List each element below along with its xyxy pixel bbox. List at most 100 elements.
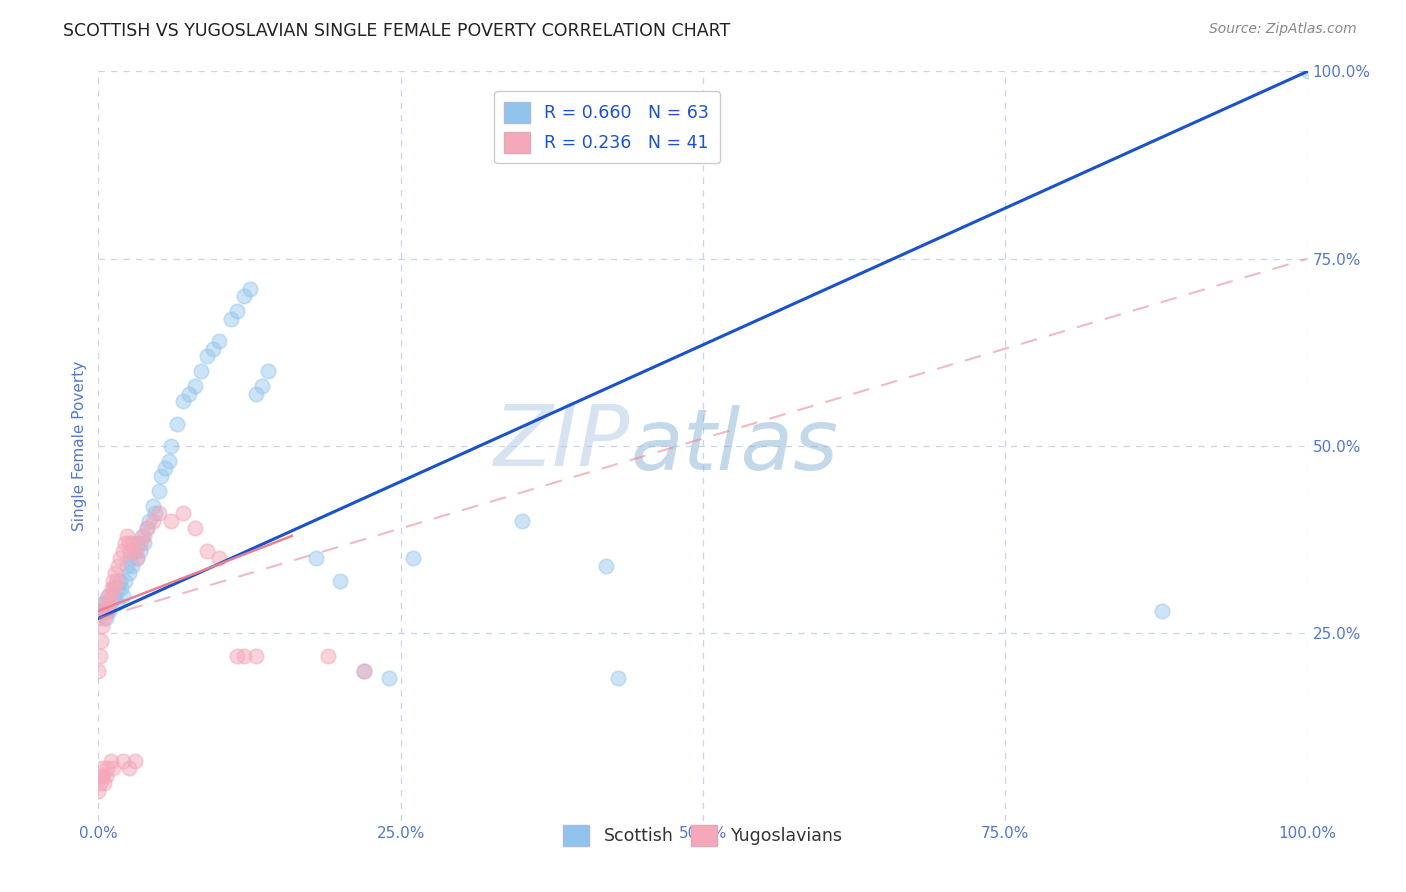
Point <box>179 386 201 401</box>
Point <box>250 379 273 393</box>
Point <box>134 529 156 543</box>
Point <box>91 619 114 633</box>
Y-axis label: Single Female Poverty: Single Female Poverty <box>72 361 87 531</box>
Point <box>256 364 278 378</box>
Point <box>118 761 141 775</box>
Point <box>226 304 249 318</box>
Point <box>232 289 254 303</box>
Point <box>166 417 188 431</box>
Point <box>111 754 134 768</box>
Text: Source: ZipAtlas.com: Source: ZipAtlas.com <box>1209 22 1357 37</box>
Point <box>97 589 120 603</box>
Point <box>510 514 533 528</box>
Point <box>353 664 375 678</box>
Point <box>190 364 212 378</box>
Point <box>117 529 139 543</box>
Point <box>100 596 122 610</box>
Point <box>108 574 131 588</box>
Point <box>103 582 125 596</box>
Point <box>111 589 134 603</box>
Point <box>226 648 249 663</box>
Point <box>202 342 225 356</box>
Point <box>129 536 152 550</box>
Point <box>148 507 170 521</box>
Point <box>595 558 617 573</box>
Point <box>98 596 121 610</box>
Point <box>138 514 160 528</box>
Text: atlas: atlas <box>630 404 838 488</box>
Point <box>316 648 339 663</box>
Point <box>1296 64 1319 78</box>
Legend: Scottish, Yugoslavians: Scottish, Yugoslavians <box>557 818 849 853</box>
Point <box>124 544 146 558</box>
Point <box>195 349 218 363</box>
Point <box>100 589 122 603</box>
Point <box>172 394 194 409</box>
Point <box>221 311 243 326</box>
Point <box>108 551 131 566</box>
Point <box>117 558 139 573</box>
Point <box>104 566 127 581</box>
Point <box>93 596 115 610</box>
Point <box>153 461 176 475</box>
Point <box>89 776 111 790</box>
Point <box>160 514 183 528</box>
Point <box>101 574 124 588</box>
Text: SCOTTISH VS YUGOSLAVIAN SINGLE FEMALE POVERTY CORRELATION CHART: SCOTTISH VS YUGOSLAVIAN SINGLE FEMALE PO… <box>63 22 731 40</box>
Point <box>135 521 157 535</box>
Point <box>232 648 254 663</box>
Point <box>208 551 231 566</box>
Point <box>208 334 231 348</box>
Point <box>97 589 120 603</box>
Point <box>131 529 153 543</box>
Point <box>107 582 129 596</box>
Point <box>245 648 267 663</box>
Point <box>111 544 134 558</box>
Point <box>91 769 114 783</box>
Point <box>353 664 375 678</box>
Point <box>150 469 173 483</box>
Point <box>94 611 117 625</box>
Point <box>87 611 110 625</box>
Point <box>96 604 118 618</box>
Point <box>134 536 156 550</box>
Point <box>94 596 117 610</box>
Point <box>143 507 166 521</box>
Point <box>184 379 207 393</box>
Point <box>93 611 115 625</box>
Point <box>94 769 117 783</box>
Point <box>184 521 207 535</box>
Point <box>91 596 114 610</box>
Point <box>96 604 118 618</box>
Point <box>157 454 180 468</box>
Point <box>142 499 165 513</box>
Point <box>329 574 352 588</box>
Point <box>127 551 149 566</box>
Point <box>89 648 111 663</box>
Point <box>96 761 118 775</box>
Point <box>101 761 124 775</box>
Point <box>105 574 128 588</box>
Point <box>87 664 110 678</box>
Point <box>118 551 141 566</box>
Point <box>160 439 183 453</box>
Point <box>90 769 112 783</box>
Point <box>195 544 218 558</box>
Point <box>124 544 146 558</box>
Point <box>100 754 122 768</box>
Point <box>110 582 132 596</box>
Point <box>172 507 194 521</box>
Point <box>305 551 328 566</box>
Point <box>101 589 124 603</box>
Point <box>402 551 425 566</box>
Point <box>239 282 262 296</box>
Point <box>607 671 630 685</box>
Point <box>124 754 146 768</box>
Point <box>118 544 141 558</box>
Point <box>128 544 150 558</box>
Point <box>98 604 121 618</box>
Point <box>91 604 114 618</box>
Point <box>93 776 115 790</box>
Point <box>127 551 149 566</box>
Point <box>91 761 114 775</box>
